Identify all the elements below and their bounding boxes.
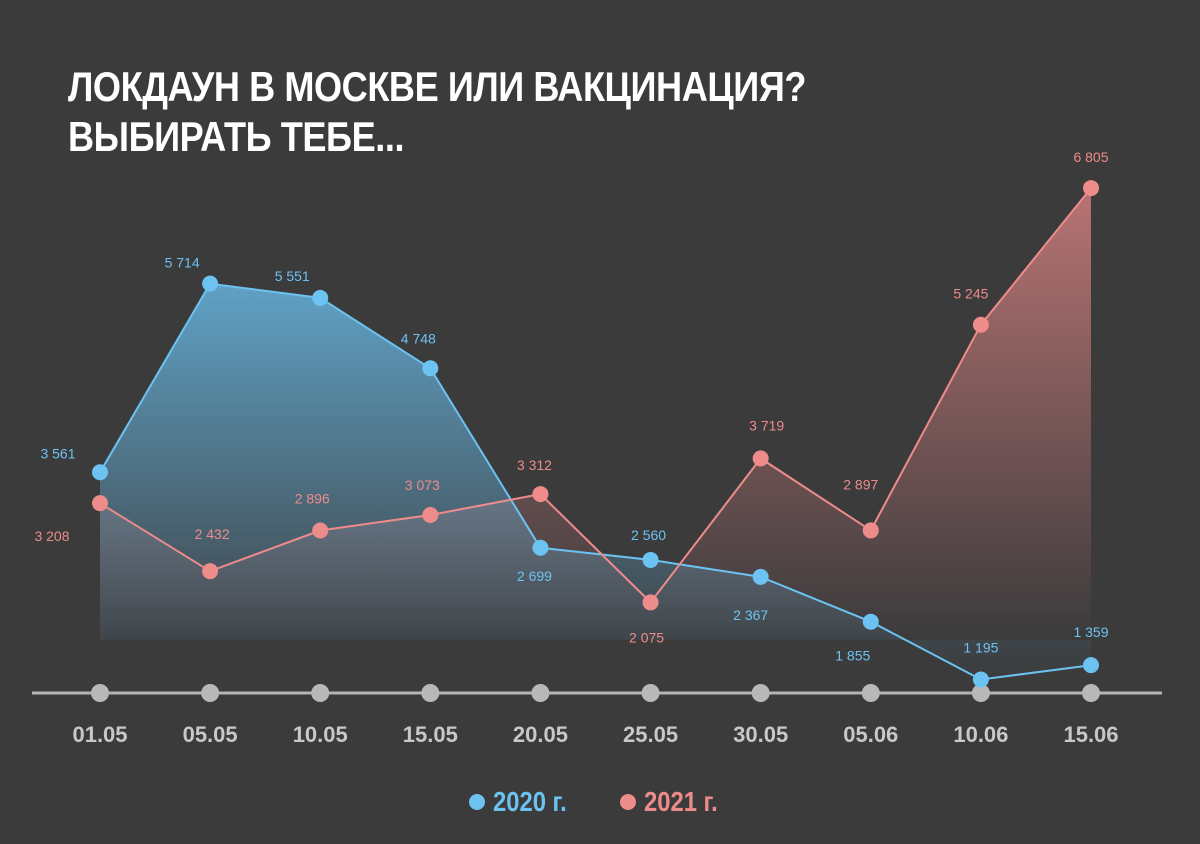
x-axis-marker-10.05 (311, 684, 330, 702)
line-2020 (99, 282, 1092, 681)
x-tick-label-05.06: 05.06 (843, 722, 898, 747)
point-2021-05.05 (202, 563, 219, 580)
series-areas (100, 188, 1091, 680)
x-axis-marker-30.05 (751, 684, 770, 702)
value-label-2020-15.06: 1 359 (1073, 624, 1108, 640)
value-label-2020-05.06: 1 855 (835, 648, 870, 664)
point-2021-01.05 (92, 495, 108, 512)
legend-item-2021: 2021 г. (620, 786, 731, 818)
area-2020 (100, 283, 1091, 680)
legend-item-2020: 2020 г. (469, 786, 580, 818)
value-label-2020-15.05: 4 748 (401, 330, 436, 346)
x-axis: 01.05 05.05 10.05 15.05 20.05 25.05 30.05 05.06… (32, 684, 1162, 747)
value-label-2020-25.05: 2 560 (631, 527, 666, 543)
x-tick-label-20.05: 20.05 (513, 722, 568, 747)
series-lines (99, 187, 1092, 681)
value-label-2021-10.06: 5 245 (953, 286, 988, 302)
value-label-2021-25.05: 2 075 (629, 629, 664, 645)
value-label-2020-05.05: 5 714 (165, 255, 200, 271)
value-label-2021-05.05: 2 432 (195, 526, 230, 542)
point-2020-10.05 (312, 289, 329, 306)
x-axis-marker-25.05 (641, 684, 660, 702)
x-tick-label-30.05: 30.05 (733, 722, 788, 747)
x-tick-label-10.06: 10.06 (953, 722, 1008, 747)
x-tick-label-15.05: 15.05 (403, 722, 458, 747)
point-2020-10.06 (972, 671, 989, 688)
title-line-1: ЛОКДАУН В МОСКВЕ ИЛИ ВАКЦИНАЦИЯ? (68, 63, 807, 110)
x-axis-marker-01.05 (91, 684, 109, 702)
x-tick-label-25.05: 25.05 (623, 722, 678, 747)
data-labels: 3 561 5 714 5 551 4 748 2 699 2 560 2 367 1 855… (34, 149, 1108, 664)
point-2021-05.06 (862, 522, 879, 539)
data-points (92, 180, 1099, 688)
legend-dot-2021 (620, 794, 636, 810)
x-axis-marker-20.05 (531, 684, 550, 702)
value-label-2021-15.06: 6 805 (1073, 149, 1108, 165)
legend: 2020 г. 2021 г. (0, 786, 1200, 818)
point-2021-25.05 (642, 594, 659, 611)
value-label-2020-01.05: 3 561 (40, 445, 75, 461)
x-axis-marker-05.05 (201, 684, 220, 702)
point-2020-20.05 (532, 539, 549, 556)
point-2020-01.05 (92, 464, 108, 481)
value-label-2021-01.05: 3 208 (34, 528, 69, 544)
point-2021-10.06 (972, 316, 989, 333)
value-label-2021-30.05: 3 719 (749, 417, 784, 433)
legend-label-2020: 2020 г. (493, 786, 567, 817)
value-label-2021-20.05: 3 312 (517, 457, 552, 473)
x-axis-marker-15.05 (421, 684, 440, 702)
point-2020-25.05 (642, 551, 659, 568)
legend-dot-2020 (469, 794, 486, 810)
point-2021-10.05 (312, 522, 329, 539)
line-2021 (99, 187, 1092, 604)
x-axis-marker-15.06 (1082, 684, 1100, 702)
point-2021-30.05 (752, 450, 769, 467)
x-tick-label-05.05: 05.05 (183, 722, 238, 747)
point-2020-15.06 (1083, 657, 1099, 674)
chart-title: ЛОКДАУН В МОСКВЕ ИЛИ ВАКЦИНАЦИЯ? ВЫБИРАТ… (68, 62, 806, 162)
point-2020-05.06 (862, 613, 879, 630)
value-label-2021-10.05: 2 896 (295, 491, 330, 507)
point-2021-15.06 (1083, 180, 1099, 197)
value-label-2020-20.05: 2 699 (517, 568, 552, 584)
point-2020-05.05 (202, 275, 219, 292)
x-tick-label-01.05: 01.05 (72, 722, 127, 747)
point-2020-30.05 (752, 568, 769, 585)
point-2021-15.05 (422, 507, 439, 524)
point-2021-20.05 (532, 486, 549, 503)
value-label-2021-05.06: 2 897 (843, 476, 878, 492)
value-label-2020-10.05: 5 551 (275, 268, 310, 284)
x-tick-label-10.05: 10.05 (293, 722, 348, 747)
x-axis-marker-10.06 (971, 684, 990, 702)
value-label-2020-10.06: 1 195 (963, 640, 998, 656)
legend-label-2021: 2021 г. (644, 786, 718, 817)
value-label-2021-15.05: 3 073 (405, 477, 440, 493)
point-2020-15.05 (422, 360, 439, 377)
x-tick-label-15.06: 15.06 (1063, 722, 1118, 747)
value-label-2020-30.05: 2 367 (733, 607, 768, 623)
x-axis-marker-05.06 (861, 684, 880, 702)
title-line-2: ВЫБИРАТЬ ТЕБЕ... (68, 113, 405, 160)
